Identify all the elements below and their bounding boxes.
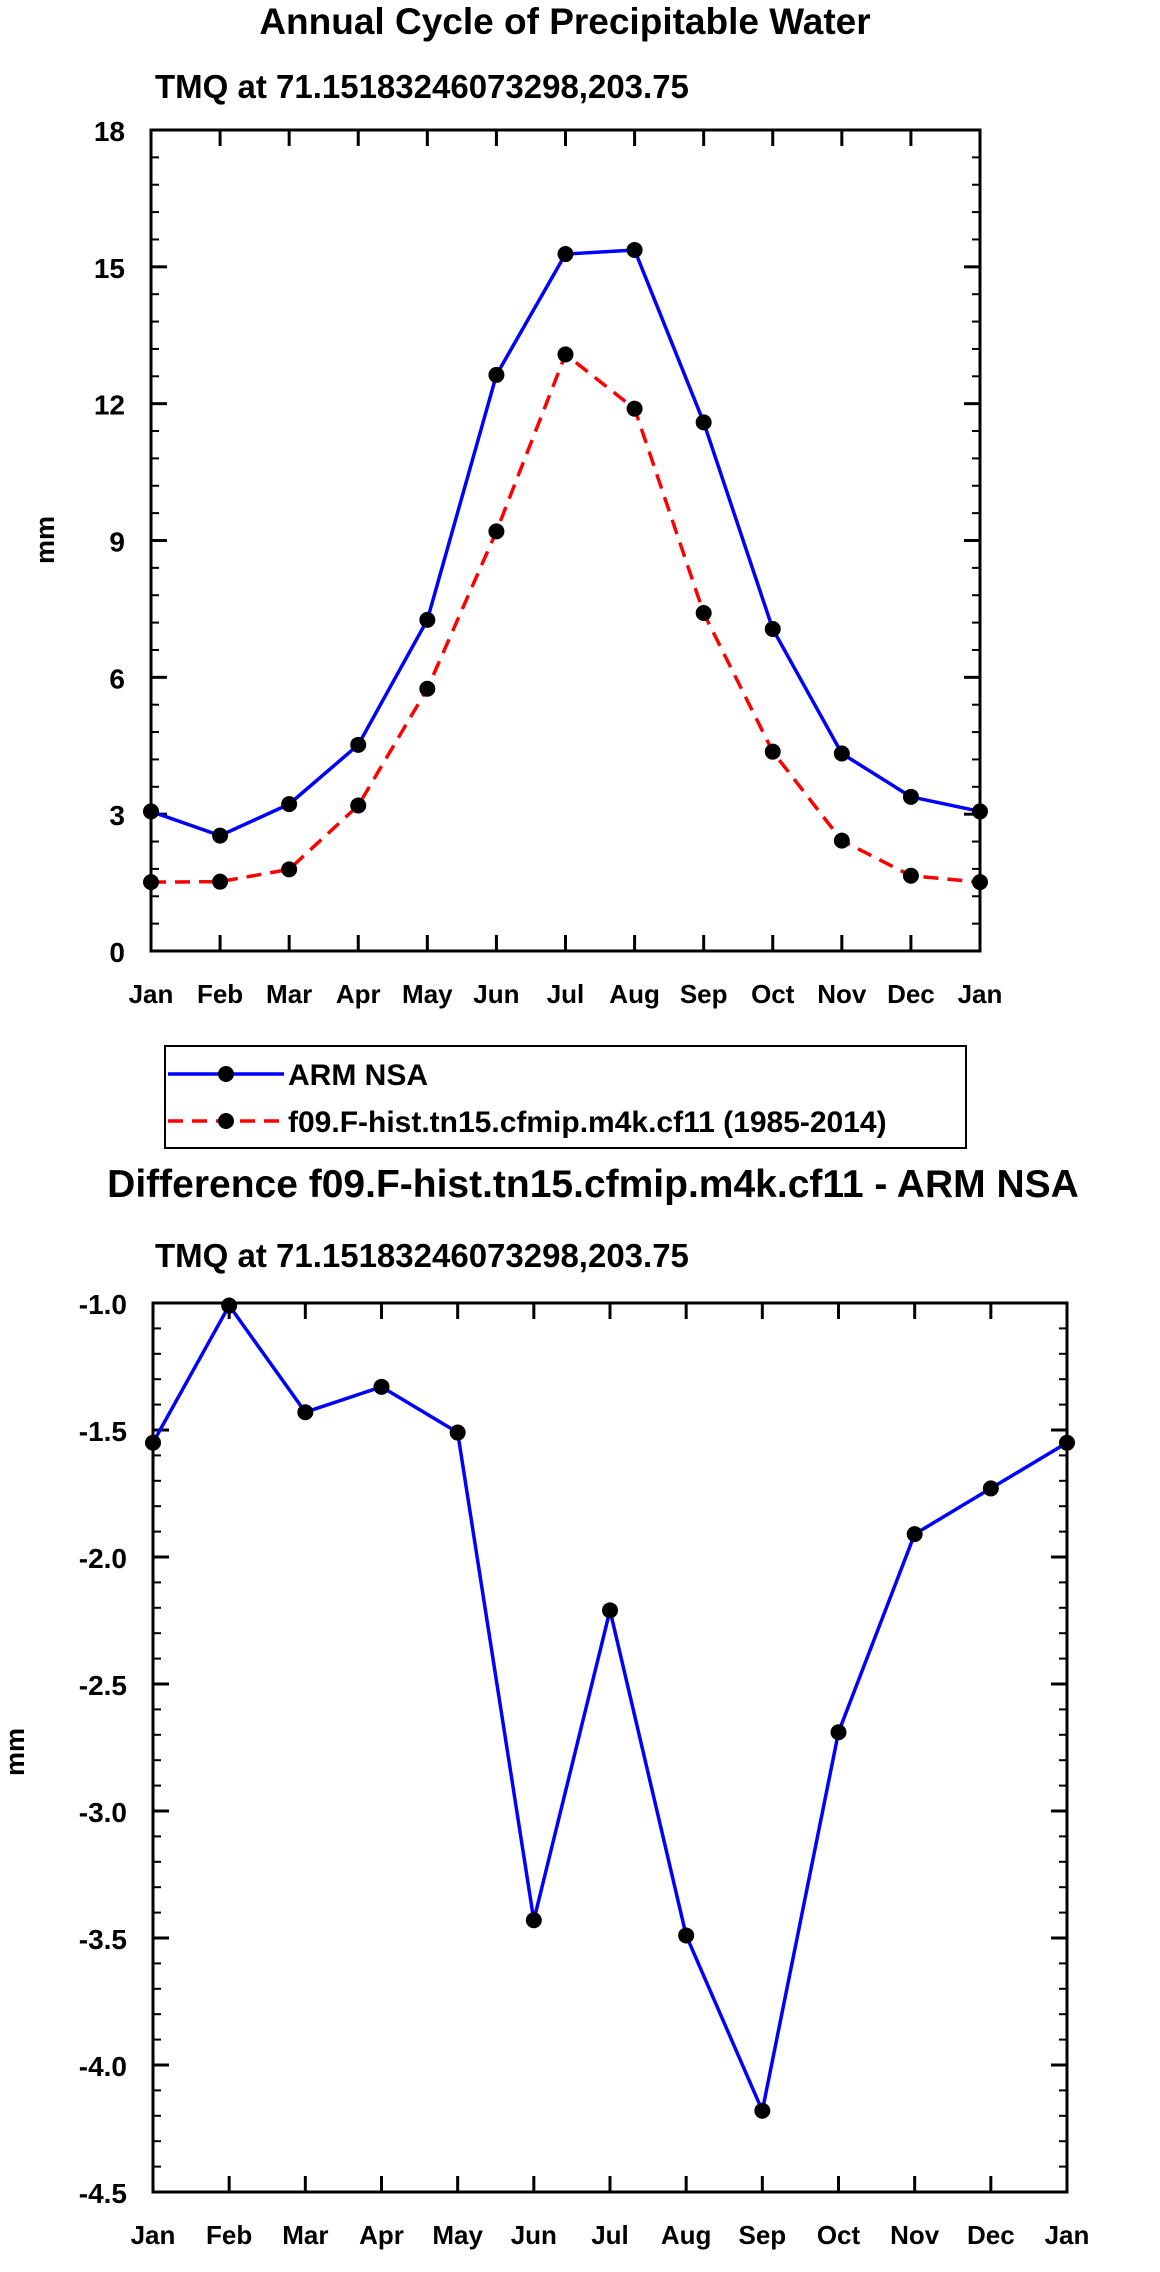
chart2-xtick-label: Jan [1045,2220,1090,2250]
chart1-series-0-point [972,803,988,820]
chart1-xtick-label: Oct [751,979,795,1009]
chart2-xtick-label: Apr [359,2220,404,2250]
chart1-plot: 0 3 6 9 12 15 18 Jan Feb Mar Apr May Jun Jul Aug Sep Oct… [94,116,1003,1009]
chart2-ytick-label: -2.0 [79,1543,127,1574]
legend-marker-arm [218,1066,234,1082]
chart1-series-0-point [488,366,505,383]
chart1-series-1-point [833,832,850,849]
chart2-ytick-label: -4.0 [79,2051,127,2082]
chart1-series-0-point [557,246,574,263]
chart1-series-0-point [626,241,643,258]
chart2-xtick-label: Oct [817,2220,861,2250]
chart2-xtick-label: Jun [511,2220,557,2250]
chart2-ytick-label: -1.0 [79,1289,127,1320]
chart2-series-0-point [373,1378,390,1395]
chart1-series-line-0 [150,248,981,838]
chart1-series-0-point [833,745,850,762]
chart1-series-1-point [212,873,229,890]
chart1-series-1-point [695,605,712,622]
chart1-series-0-point [350,736,367,753]
chart1-xtick-label: Dec [887,979,935,1009]
chart1-series-1-point [419,680,436,697]
chart2-xtick-label: Aug [661,2220,712,2250]
chart2-series-0-point [678,1927,695,1944]
chart1-series-0-point [419,611,436,628]
chart2-ytick-label: -4.5 [79,2178,127,2209]
chart1-series-0-point [902,788,919,805]
legend-box [164,1045,967,1149]
chart1-xtick-label: Jul [547,979,585,1009]
chart1-xtick-label: Apr [336,979,381,1009]
chart1-xtick-label: Jan [129,979,174,1009]
chart1-subtitle: TMQ at 71.15183246073298,203.75 [155,68,689,105]
chart1-legend: ARM NSA f09.F-hist.tn15.cfmip.m4k.cf11 (… [164,1045,967,1149]
chart2-series-0-point [525,1912,542,1929]
chart2-plot: -4.5 -4.0 -3.5 -3.0 -2.5 -2.0 -1.5 -1.0 Jan Feb Ma… [79,1289,1090,2250]
chart2-subtitle: TMQ at 71.15183246073298,203.75 [155,1237,689,1274]
chart2-series-0-point [830,1724,847,1741]
chart2-xtick-label: Nov [890,2220,940,2250]
chart1-xtick-label: Aug [609,979,660,1009]
chart2-series-0-point [754,2102,771,2119]
chart1-series-0-point [143,803,159,820]
chart2-xtick-label: Jul [591,2220,629,2250]
chart2-frame [151,1301,1069,2194]
chart1-ytick-label: 9 [109,527,125,558]
chart2-ytick-label: -3.5 [79,1924,127,1955]
chart2-series-0-point [982,1480,999,1497]
chart1-series-1-point [281,861,298,878]
chart2-series-0-point [145,1434,161,1451]
chart1-series-1-point [626,400,643,417]
chart2-xtick-label: Mar [282,2220,328,2250]
chart1-ytick-label: 12 [94,390,125,421]
chart1-xtick-label: Jan [958,979,1003,1009]
chart2-xtick-label: Jan [131,2220,176,2250]
chart2-xtick-label: Sep [738,2220,786,2250]
legend-label-model: f09.F-hist.tn15.cfmip.m4k.cf11 (1985-201… [288,1106,887,1139]
chart1-xtick-label: Sep [680,979,728,1009]
chart1-series-1-point [902,867,919,884]
chart2-ytick-label: -2.5 [79,1670,127,1701]
chart2-series-0-point [297,1404,314,1421]
chart1-series-1-point [764,743,781,760]
chart2-series-0-point [602,1602,618,1619]
chart2-series-0-point [1059,1434,1075,1451]
chart1-series-1-point [143,874,159,891]
chart1-series-1-point [557,346,574,363]
chart1-xtick-label: Nov [817,979,867,1009]
chart2-xtick-label: May [432,2220,483,2250]
chart1-series-1-point [488,523,505,540]
chart1-series-0-point [281,796,298,813]
chart1-ytick-label: 15 [94,253,125,284]
chart1-xtick-label: May [402,979,453,1009]
chart1-title: Annual Cycle of Precipitable Water [259,1,870,42]
chart1-series-1-point [972,874,988,891]
legend-marker-model [218,1113,234,1129]
chart2-xtick-label: Feb [206,2220,252,2250]
chart2-ylabel: mm [0,1728,30,1776]
chart2-xtick-label: Dec [967,2220,1015,2250]
chart1-series-0-point [695,414,712,431]
chart1-series-1-point [350,797,367,814]
chart2-series-0-point [906,1526,923,1543]
chart1-series-0-point [212,827,229,844]
chart1-ytick-label: 6 [109,663,125,694]
chart1-ytick-label: 18 [94,116,125,147]
chart1-series-0-point [764,620,781,637]
chart1-ylabel: mm [30,516,60,564]
chart2-ytick-label: -3.0 [79,1797,127,1828]
chart1-series-line-1 [150,352,981,884]
legend-label-arm: ARM NSA [288,1059,428,1092]
chart1-ytick-label: 0 [109,937,125,968]
chart1-ytick-label: 3 [109,800,125,831]
chart2-series-0-point [449,1424,466,1441]
chart1-xtick-label: Feb [197,979,243,1009]
chart2-series-line-0 [151,1303,1068,2113]
chart2-series-0-point [221,1297,238,1314]
chart1-xtick-label: Jun [473,979,519,1009]
chart2-title: Difference f09.F-hist.tn15.cfmip.m4k.cf1… [107,1163,1079,1206]
chart1-xtick-label: Mar [266,979,312,1009]
chart2-ytick-label: -1.5 [79,1416,127,1447]
